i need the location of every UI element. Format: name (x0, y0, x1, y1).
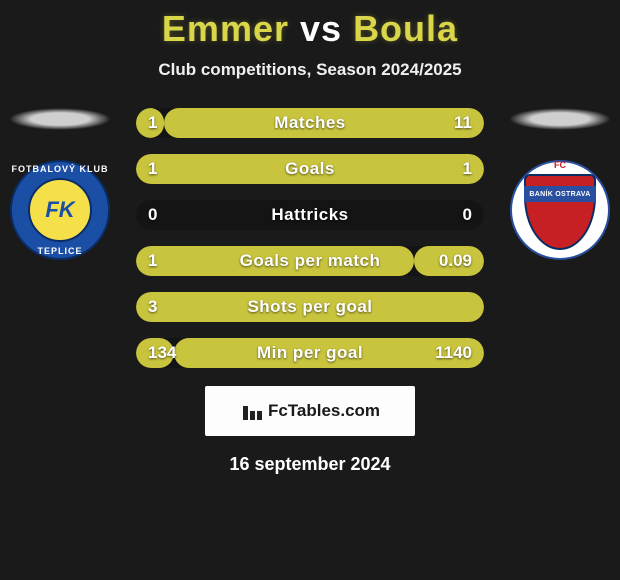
stat-label: Matches (136, 108, 484, 138)
badge-initials: FK (45, 197, 74, 223)
stat-label: Hattricks (136, 200, 484, 230)
stat-label: Min per goal (136, 338, 484, 368)
player2-name: Boula (353, 8, 458, 49)
stats-column: 111Matches 11Goals 00Hattricks 10.09Goals p… (120, 108, 500, 384)
badge-text-top: FOTBALOVÝ KLUB (10, 164, 110, 174)
stat-row: 111Matches (136, 108, 484, 138)
subtitle: Club competitions, Season 2024/2025 (0, 60, 620, 80)
main-area: FOTBALOVÝ KLUB FK TEPLICE 111Matches 11Go… (0, 108, 620, 384)
player-shadow-icon (509, 108, 611, 130)
stat-row: 00Hattricks (136, 200, 484, 230)
stat-label: Shots per goal (136, 292, 484, 322)
fctables-link[interactable]: FcTables.com (205, 386, 415, 436)
stat-label: Goals (136, 154, 484, 184)
date-text: 16 september 2024 (0, 454, 620, 475)
badge-text-bottom: TEPLICE (10, 246, 110, 256)
vs-text: vs (300, 8, 342, 49)
stat-row: 10.09Goals per match (136, 246, 484, 276)
page-title: Emmer vs Boula (0, 8, 620, 50)
stat-row: 11Goals (136, 154, 484, 184)
stat-row: 1341140Min per goal (136, 338, 484, 368)
right-side: FC BANÍK OSTRAVA (500, 108, 620, 260)
badge-stripe-text: BANÍK OSTRAVA (529, 191, 590, 198)
brand-text: FcTables.com (268, 401, 380, 421)
team-badge-right[interactable]: FC BANÍK OSTRAVA (510, 160, 610, 260)
left-side: FOTBALOVÝ KLUB FK TEPLICE (0, 108, 120, 260)
badge-fc: FC (510, 160, 610, 170)
player1-name: Emmer (162, 8, 289, 49)
stat-row: 3Shots per goal (136, 292, 484, 322)
stat-label: Goals per match (136, 246, 484, 276)
player-shadow-icon (9, 108, 111, 130)
comparison-widget: Emmer vs Boula Club competitions, Season… (0, 0, 620, 475)
bars-icon (240, 400, 262, 422)
team-badge-left[interactable]: FOTBALOVÝ KLUB FK TEPLICE (10, 160, 110, 260)
